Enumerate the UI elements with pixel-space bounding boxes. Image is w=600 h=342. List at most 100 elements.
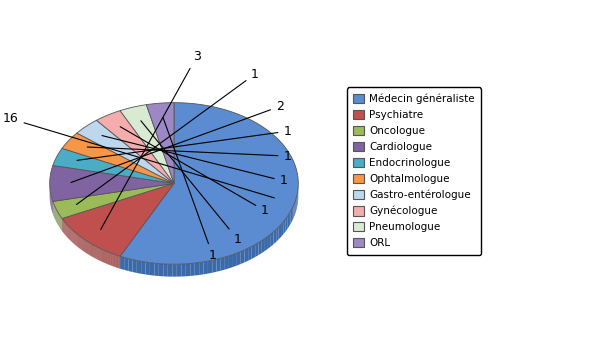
Polygon shape <box>116 255 117 268</box>
Polygon shape <box>276 227 279 242</box>
Polygon shape <box>95 246 96 259</box>
Polygon shape <box>109 252 110 265</box>
Polygon shape <box>292 206 293 221</box>
Polygon shape <box>181 264 186 276</box>
Polygon shape <box>50 166 174 201</box>
Polygon shape <box>146 262 150 275</box>
Polygon shape <box>111 253 112 266</box>
Polygon shape <box>62 183 174 256</box>
Polygon shape <box>120 103 298 264</box>
Polygon shape <box>137 261 141 274</box>
Polygon shape <box>103 250 104 263</box>
Polygon shape <box>87 241 88 254</box>
Polygon shape <box>128 259 133 272</box>
Polygon shape <box>203 261 208 274</box>
Polygon shape <box>177 264 181 277</box>
Polygon shape <box>229 254 233 268</box>
Polygon shape <box>102 249 103 262</box>
Text: 1: 1 <box>163 118 217 262</box>
Polygon shape <box>217 258 221 272</box>
Polygon shape <box>268 234 271 249</box>
Polygon shape <box>141 261 146 275</box>
Polygon shape <box>279 224 281 239</box>
Text: 1: 1 <box>88 147 291 162</box>
Polygon shape <box>195 263 199 276</box>
Polygon shape <box>265 236 268 251</box>
Polygon shape <box>296 194 297 210</box>
Polygon shape <box>146 103 174 183</box>
Polygon shape <box>150 263 154 276</box>
Polygon shape <box>286 216 287 232</box>
Polygon shape <box>90 243 91 256</box>
Polygon shape <box>86 241 87 253</box>
Polygon shape <box>114 254 115 267</box>
Polygon shape <box>133 260 137 273</box>
Polygon shape <box>262 238 265 253</box>
Polygon shape <box>94 245 95 258</box>
Polygon shape <box>89 242 90 255</box>
Polygon shape <box>274 229 276 244</box>
Polygon shape <box>97 111 174 183</box>
Text: 1: 1 <box>141 121 242 246</box>
Polygon shape <box>110 253 111 265</box>
Polygon shape <box>120 256 124 270</box>
Polygon shape <box>287 214 289 229</box>
Polygon shape <box>241 250 244 264</box>
Polygon shape <box>290 209 292 224</box>
Polygon shape <box>107 252 108 264</box>
Polygon shape <box>118 255 119 268</box>
Polygon shape <box>108 252 109 265</box>
Polygon shape <box>237 252 241 265</box>
Polygon shape <box>100 248 101 261</box>
Polygon shape <box>212 259 217 273</box>
Polygon shape <box>225 256 229 269</box>
Polygon shape <box>295 200 296 215</box>
Polygon shape <box>172 264 177 277</box>
Polygon shape <box>112 253 113 266</box>
Text: 1: 1 <box>77 68 259 205</box>
Polygon shape <box>159 264 163 276</box>
Polygon shape <box>255 242 259 257</box>
Polygon shape <box>208 260 212 274</box>
Polygon shape <box>117 255 118 268</box>
Polygon shape <box>248 247 252 261</box>
Polygon shape <box>104 250 106 263</box>
Polygon shape <box>53 148 174 183</box>
Text: 16: 16 <box>3 112 274 198</box>
Polygon shape <box>221 257 225 271</box>
Text: 1: 1 <box>120 127 269 217</box>
Polygon shape <box>259 241 262 255</box>
Polygon shape <box>186 264 190 276</box>
Polygon shape <box>77 120 174 183</box>
Polygon shape <box>113 254 114 267</box>
Polygon shape <box>168 264 172 277</box>
Polygon shape <box>119 256 120 269</box>
Polygon shape <box>101 249 102 262</box>
Polygon shape <box>283 219 286 234</box>
Polygon shape <box>120 105 174 183</box>
Polygon shape <box>199 262 203 275</box>
Polygon shape <box>252 245 255 259</box>
Text: 1: 1 <box>102 135 287 187</box>
Polygon shape <box>154 263 159 276</box>
Polygon shape <box>99 248 100 261</box>
Text: 2: 2 <box>71 100 284 183</box>
Text: 1: 1 <box>77 125 291 160</box>
Polygon shape <box>98 248 99 260</box>
Polygon shape <box>244 248 248 262</box>
Polygon shape <box>88 242 89 255</box>
Polygon shape <box>106 251 107 264</box>
Polygon shape <box>96 246 97 259</box>
Polygon shape <box>62 133 174 183</box>
Polygon shape <box>293 203 295 218</box>
Polygon shape <box>271 232 274 247</box>
Polygon shape <box>233 253 237 267</box>
Polygon shape <box>115 254 116 267</box>
Polygon shape <box>97 247 98 260</box>
Polygon shape <box>92 245 93 257</box>
Legend: Médecin généraliste, Psychiatre, Oncologue, Cardiologue, Endocrinologue, Ophtalm: Médecin généraliste, Psychiatre, Oncolog… <box>347 88 481 254</box>
Polygon shape <box>91 244 92 256</box>
Polygon shape <box>53 183 174 219</box>
Text: 3: 3 <box>101 50 200 229</box>
Polygon shape <box>93 245 94 258</box>
